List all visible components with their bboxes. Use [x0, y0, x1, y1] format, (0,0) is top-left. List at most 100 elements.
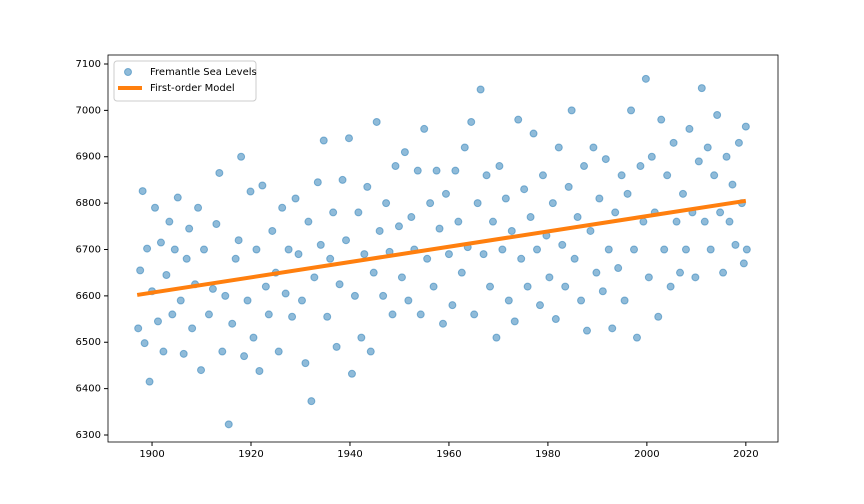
data-point	[523, 282, 532, 291]
data-point	[313, 178, 322, 187]
data-point	[170, 245, 179, 254]
data-point	[316, 240, 325, 249]
data-point	[517, 254, 526, 263]
data-point	[162, 271, 171, 280]
data-point	[143, 244, 152, 253]
data-point	[249, 333, 258, 342]
data-point	[441, 189, 450, 198]
data-point	[495, 162, 504, 171]
data-point	[294, 250, 303, 259]
data-point	[372, 117, 381, 126]
data-point	[237, 152, 246, 161]
data-point	[535, 301, 544, 310]
data-point	[297, 296, 306, 305]
x-tick-label: 2020	[733, 449, 758, 460]
data-point	[514, 115, 523, 124]
data-point	[204, 310, 213, 319]
data-point	[554, 143, 563, 152]
y-tick-label: 6500	[76, 337, 101, 348]
data-point	[255, 366, 264, 375]
data-point	[725, 217, 734, 226]
data-point	[304, 217, 313, 226]
data-point	[448, 301, 457, 310]
data-point	[208, 284, 217, 293]
data-point	[617, 171, 626, 180]
data-point	[533, 245, 542, 254]
data-point	[627, 106, 636, 115]
data-point	[307, 397, 316, 406]
data-point	[604, 245, 613, 254]
data-point	[457, 268, 466, 277]
data-point	[360, 250, 369, 259]
data-point	[363, 182, 372, 191]
legend-box	[113, 60, 257, 102]
data-point	[666, 282, 675, 291]
data-point	[179, 349, 188, 358]
data-point	[258, 181, 267, 190]
data-point	[413, 166, 422, 175]
data-point	[268, 226, 277, 235]
x-tick-label: 2000	[634, 449, 659, 460]
data-point	[741, 122, 750, 131]
data-point	[243, 296, 252, 305]
data-point	[136, 266, 145, 275]
data-point	[595, 194, 604, 203]
data-point	[134, 324, 143, 333]
data-point	[404, 296, 413, 305]
data-point	[630, 245, 639, 254]
data-point	[620, 296, 629, 305]
data-point	[700, 217, 709, 226]
data-point	[510, 317, 519, 326]
data-point	[614, 264, 623, 273]
data-point	[165, 217, 174, 226]
data-point	[168, 310, 177, 319]
data-point	[623, 189, 632, 198]
x-tick-label: 1940	[337, 449, 362, 460]
data-point	[492, 333, 501, 342]
data-point	[288, 312, 297, 321]
data-point	[407, 213, 416, 222]
data-point	[153, 317, 162, 326]
data-point	[504, 296, 513, 305]
data-point	[681, 245, 690, 254]
y-tick-label: 6400	[76, 384, 101, 395]
x-tick-label: 1980	[535, 449, 560, 460]
data-point	[151, 203, 160, 212]
data-point	[451, 166, 460, 175]
data-point	[342, 236, 351, 245]
data-point	[426, 199, 435, 208]
data-point	[529, 129, 538, 138]
data-point	[145, 377, 154, 386]
data-point	[246, 187, 255, 196]
data-point	[156, 238, 165, 247]
data-point	[432, 166, 441, 175]
data-point	[526, 213, 535, 222]
data-point	[710, 171, 719, 180]
data-point	[212, 219, 221, 228]
data-point	[641, 74, 650, 83]
data-point	[567, 106, 576, 115]
data-point	[347, 369, 356, 378]
legend: Fremantle Sea Levels First-order Model	[113, 60, 257, 102]
data-point	[734, 138, 743, 147]
data-point	[722, 152, 731, 161]
y-tick-label: 6300	[76, 430, 101, 441]
data-point	[611, 208, 620, 217]
x-tick-label: 1960	[436, 449, 461, 460]
data-point	[375, 226, 384, 235]
data-point	[224, 420, 233, 429]
data-point	[598, 287, 607, 296]
data-point	[397, 273, 406, 282]
data-point	[488, 217, 497, 226]
data-point	[379, 291, 388, 300]
data-point	[173, 193, 182, 202]
data-point	[391, 162, 400, 171]
data-point	[589, 143, 598, 152]
data-point	[694, 157, 703, 166]
data-point	[685, 124, 694, 133]
data-point	[501, 194, 510, 203]
data-point	[632, 333, 641, 342]
data-point	[545, 273, 554, 282]
data-point	[252, 245, 261, 254]
